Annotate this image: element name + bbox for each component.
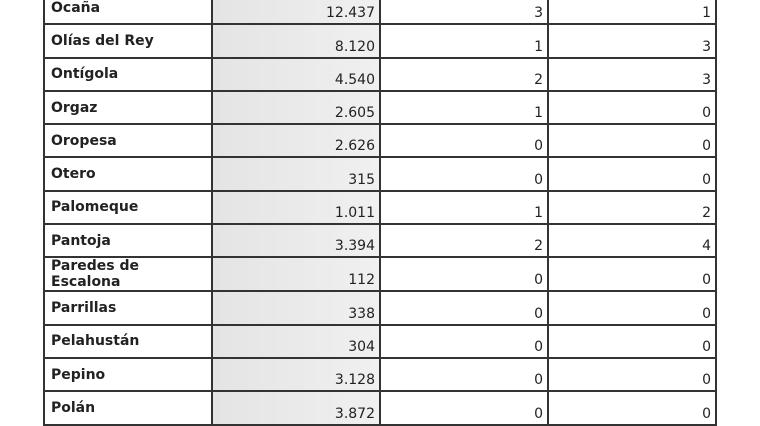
- value-cell: 1: [547, 0, 717, 26]
- population-cell: 12.437: [211, 0, 381, 26]
- value-cell: 0: [547, 123, 717, 159]
- table-row: Olías del Rey 8.120 1 3: [43, 23, 717, 59]
- population-cell: 8.120: [211, 23, 381, 59]
- population-cell: 338: [211, 290, 381, 326]
- value-cell: 2: [379, 56, 549, 92]
- municipality-name: Parrillas: [43, 290, 213, 326]
- table-row: Parrillas 338 0 0: [43, 290, 717, 326]
- table-row: Pantoja 3.394 2 4: [43, 223, 717, 259]
- value-cell: 0: [547, 356, 717, 393]
- value-cell: 0: [379, 156, 549, 192]
- table-row: Ontígola 4.540 2 3: [43, 56, 717, 92]
- value-cell: 0: [379, 290, 549, 326]
- municipality-name: Ontígola: [43, 56, 213, 92]
- value-cell: 1: [379, 23, 549, 59]
- value-cell: 0: [547, 256, 717, 293]
- value-cell: 1: [379, 189, 549, 226]
- table-row: Palomeque 1.011 1 2: [43, 189, 717, 226]
- municipality-name: Paredes de Escalona: [43, 256, 213, 293]
- value-cell: 3: [547, 56, 717, 92]
- population-cell: 315: [211, 156, 381, 192]
- table-row: Orgaz 2.605 1 0: [43, 89, 717, 126]
- municipality-name: Palomeque: [43, 189, 213, 226]
- table-row: Oropesa 2.626 0 0: [43, 123, 717, 159]
- table-row: Paredes de Escalona 112 0 0: [43, 256, 717, 293]
- population-cell: 112: [211, 256, 381, 293]
- municipality-name: Oropesa: [43, 123, 213, 159]
- value-cell: 0: [379, 356, 549, 393]
- population-cell: 4.540: [211, 56, 381, 92]
- population-cell: 3.128: [211, 356, 381, 393]
- population-cell: 304: [211, 323, 381, 359]
- value-cell: 0: [547, 290, 717, 326]
- population-cell: 3.872: [211, 390, 381, 426]
- municipality-name: Pelahustán: [43, 323, 213, 359]
- population-cell: 1.011: [211, 189, 381, 226]
- table-row: Ocaña 12.437 3 1: [43, 0, 717, 26]
- value-cell: 0: [379, 390, 549, 426]
- value-cell: 0: [379, 123, 549, 159]
- value-cell: 1: [379, 89, 549, 126]
- table-row: Pepino 3.128 0 0: [43, 356, 717, 393]
- value-cell: 3: [379, 0, 549, 26]
- population-cell: 2.605: [211, 89, 381, 126]
- municipalities-table: Ocaña 12.437 3 1 Olías del Rey 8.120 1 3 Ontígol…: [43, 0, 717, 426]
- value-cell: 0: [547, 156, 717, 192]
- value-cell: 0: [547, 89, 717, 126]
- table-row: Otero 315 0 0: [43, 156, 717, 192]
- municipality-name: Otero: [43, 156, 213, 192]
- value-cell: 4: [547, 223, 717, 259]
- population-cell: 2.626: [211, 123, 381, 159]
- value-cell: 0: [547, 323, 717, 359]
- municipality-name: Olías del Rey: [43, 23, 213, 59]
- municipality-name: Ocaña: [43, 0, 213, 26]
- municipality-name: Pantoja: [43, 223, 213, 259]
- value-cell: 0: [547, 390, 717, 426]
- value-cell: 0: [379, 323, 549, 359]
- municipality-name: Polán: [43, 390, 213, 426]
- municipality-name: Pepino: [43, 356, 213, 393]
- table-row: Polán 3.872 0 0: [43, 390, 717, 426]
- value-cell: 3: [547, 23, 717, 59]
- municipality-name: Orgaz: [43, 89, 213, 126]
- value-cell: 2: [547, 189, 717, 226]
- value-cell: 0: [379, 256, 549, 293]
- value-cell: 2: [379, 223, 549, 259]
- table-row: Pelahustán 304 0 0: [43, 323, 717, 359]
- population-cell: 3.394: [211, 223, 381, 259]
